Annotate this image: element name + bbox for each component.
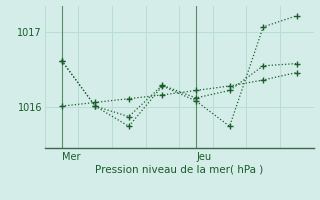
Text: Mer: Mer	[62, 152, 80, 162]
Text: Jeu: Jeu	[196, 152, 211, 162]
X-axis label: Pression niveau de la mer( hPa ): Pression niveau de la mer( hPa )	[95, 165, 263, 175]
